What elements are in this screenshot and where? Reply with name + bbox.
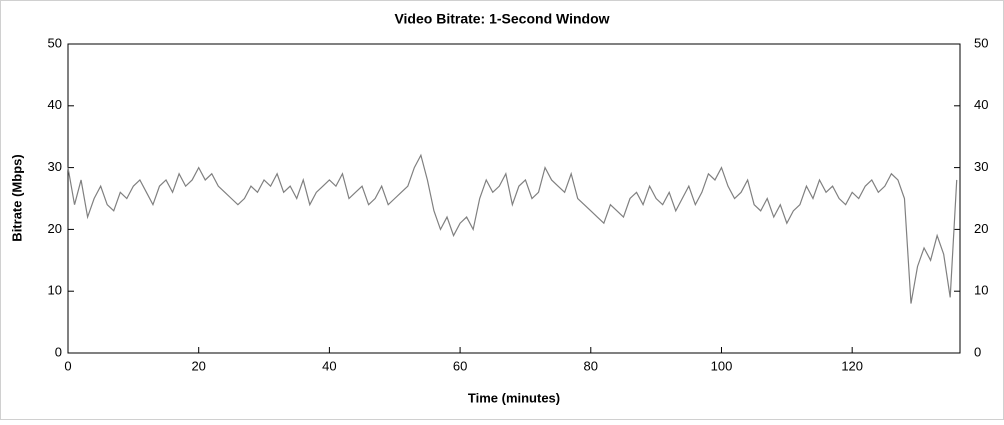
y2-tick-label: 30 xyxy=(974,159,988,174)
x-axis-title: Time (minutes) xyxy=(468,390,560,405)
y-tick-label: 40 xyxy=(48,97,62,112)
chart-title: Video Bitrate: 1-Second Window xyxy=(394,11,609,27)
y-tick-label: 50 xyxy=(48,35,62,50)
y-tick-label: 0 xyxy=(55,344,62,359)
y2-tick-label: 40 xyxy=(974,97,988,112)
y-tick-label: 30 xyxy=(48,159,62,174)
x-tick-label: 100 xyxy=(711,358,733,373)
x-tick-label: 20 xyxy=(191,358,205,373)
y-tick-label: 10 xyxy=(48,283,62,298)
y2-tick-label: 20 xyxy=(974,221,988,236)
x-tick-label: 120 xyxy=(841,358,863,373)
y2-tick-label: 10 xyxy=(974,283,988,298)
x-tick-label: 60 xyxy=(453,358,467,373)
y-tick-label: 20 xyxy=(48,221,62,236)
y2-tick-label: 0 xyxy=(974,344,981,359)
y2-tick-label: 50 xyxy=(974,35,988,50)
y-axis-title: Bitrate (Mbps) xyxy=(9,154,24,241)
x-tick-label: 0 xyxy=(64,358,71,373)
x-tick-label: 40 xyxy=(322,358,336,373)
data-line xyxy=(67,153,958,304)
x-tick-label: 80 xyxy=(584,358,598,373)
